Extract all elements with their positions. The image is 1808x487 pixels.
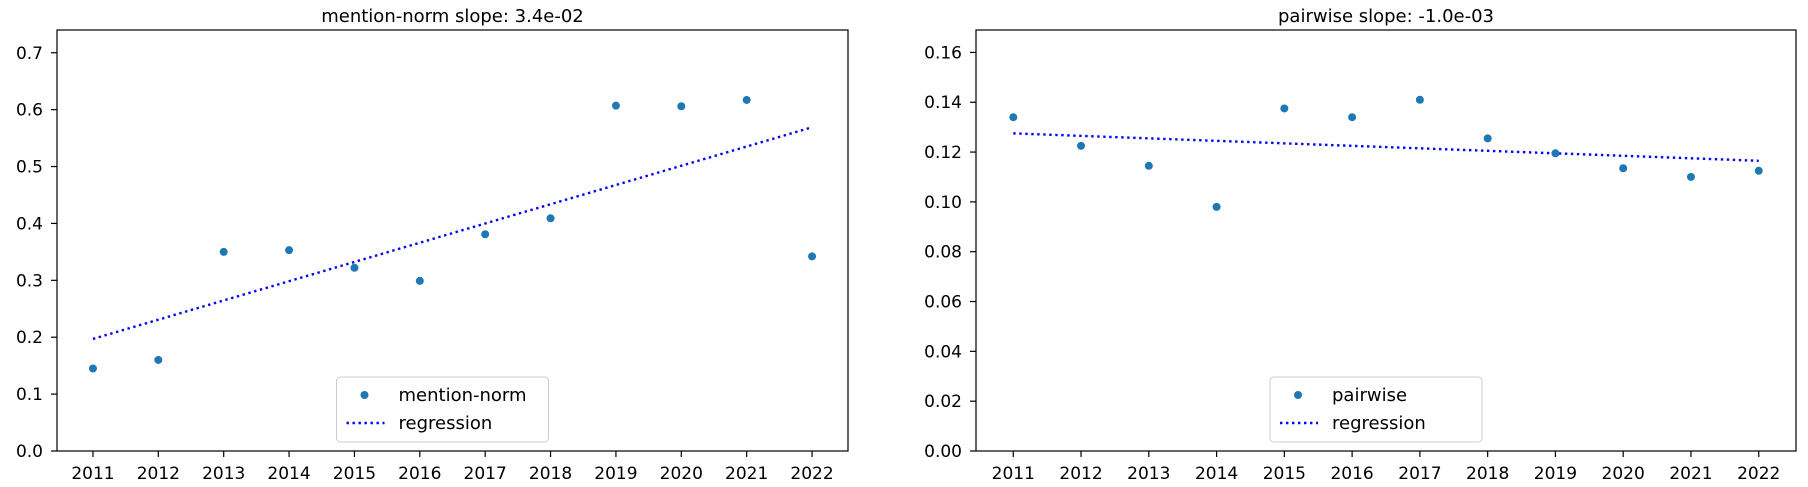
x-tick-label: 2021 (725, 464, 768, 484)
x-tick-label: 2019 (594, 464, 637, 484)
data-point (88, 364, 97, 373)
x-tick-label: 2018 (529, 464, 572, 484)
y-tick-label: 0.00 (924, 442, 962, 462)
chart-panel-1: mention-norm slope: 3.4e-02 0.0 0.1 0.2 0.3 0… (16, 6, 849, 484)
data-point (1619, 164, 1628, 173)
chart-title: pairwise slope: -1.0e-03 (1278, 6, 1494, 27)
y-tick-label: 0.2 (16, 328, 43, 348)
x-tick-label: 2022 (1737, 464, 1780, 484)
y-tick-label: 0.16 (924, 43, 962, 63)
y-tick-label: 0.1 (16, 385, 43, 405)
y-tick-label: 0.5 (16, 158, 43, 178)
legend-label: regression (399, 413, 493, 434)
y-tick-label: 0.0 (16, 442, 43, 462)
x-tick-label: 2020 (660, 464, 703, 484)
legend-label: pairwise (1332, 385, 1407, 406)
legend-marker-points (360, 391, 369, 399)
data-point (1280, 104, 1289, 113)
data-point (481, 230, 490, 239)
y-tick-label: 0.4 (16, 214, 43, 234)
data-point (1483, 134, 1492, 143)
y-tick-label: 0.12 (924, 143, 962, 163)
data-point (415, 276, 424, 285)
data-point (1009, 113, 1018, 122)
data-point (546, 214, 555, 223)
plot-frame (56, 29, 849, 452)
x-tick-label: 2012 (137, 464, 180, 484)
data-point (1348, 113, 1357, 122)
x-tick-label: 2014 (1195, 464, 1238, 484)
legend-box (336, 376, 549, 443)
y-tick-label: 0.02 (924, 392, 962, 412)
x-tick-label: 2014 (267, 464, 310, 484)
regression-line (1013, 132, 1759, 162)
x-tick-label: 2013 (202, 464, 245, 484)
x-tick-label: 2011 (71, 464, 114, 484)
x-tick-label: 2011 (992, 464, 1035, 484)
data-point (742, 95, 751, 104)
x-tick-label: 2021 (1669, 464, 1712, 484)
chart-title: mention-norm slope: 3.4e-02 (321, 6, 584, 27)
legend-marker-points (1294, 391, 1302, 399)
data-point (1077, 141, 1086, 150)
y-tick-label: 0.6 (16, 101, 43, 121)
data-point (350, 263, 359, 272)
data-point (1415, 95, 1424, 104)
data-point (677, 102, 686, 111)
data-point (1686, 172, 1695, 181)
y-tick-label: 0.3 (16, 271, 43, 291)
x-tick-label: 2016 (398, 464, 441, 484)
legend: mention-norm regression (336, 376, 549, 443)
x-tick-label: 2015 (1263, 464, 1306, 484)
y-tick-label: 0.06 (924, 293, 962, 313)
y-tick-label: 0.08 (924, 243, 962, 263)
x-tick-label: 2019 (1534, 464, 1577, 484)
y-tick-label: 0.14 (924, 93, 962, 113)
data-point (611, 101, 620, 110)
data-point (808, 252, 817, 261)
data-point (154, 355, 163, 364)
x-tick-label: 2022 (790, 464, 833, 484)
x-tick-label: 2015 (333, 464, 376, 484)
x-tick-label: 2020 (1602, 464, 1645, 484)
data-point (1754, 166, 1763, 175)
legend-box (1269, 376, 1483, 443)
data-point (1144, 161, 1153, 170)
chart-panel-2: pairwise slope: -1.0e-03 0.00 0.02 0.04 0.06… (924, 6, 1797, 484)
data-point (219, 247, 228, 256)
x-tick-label: 2012 (1059, 464, 1102, 484)
y-tick-label: 0.10 (924, 193, 962, 213)
legend-label: mention-norm (399, 385, 527, 406)
y-tick-label: 0.7 (16, 44, 43, 64)
regression-line (92, 126, 813, 341)
x-tick-label: 2013 (1127, 464, 1170, 484)
legend: pairwise regression (1269, 376, 1483, 443)
x-tick-label: 2017 (1398, 464, 1441, 484)
x-tick-label: 2017 (464, 464, 507, 484)
plot-frame (975, 29, 1797, 452)
x-tick-label: 2016 (1330, 464, 1373, 484)
data-point (1212, 202, 1221, 211)
legend-label: regression (1332, 413, 1426, 434)
x-tick-label: 2018 (1466, 464, 1509, 484)
y-tick-label: 0.04 (924, 342, 962, 362)
data-point (1551, 149, 1560, 158)
data-point (285, 246, 294, 255)
